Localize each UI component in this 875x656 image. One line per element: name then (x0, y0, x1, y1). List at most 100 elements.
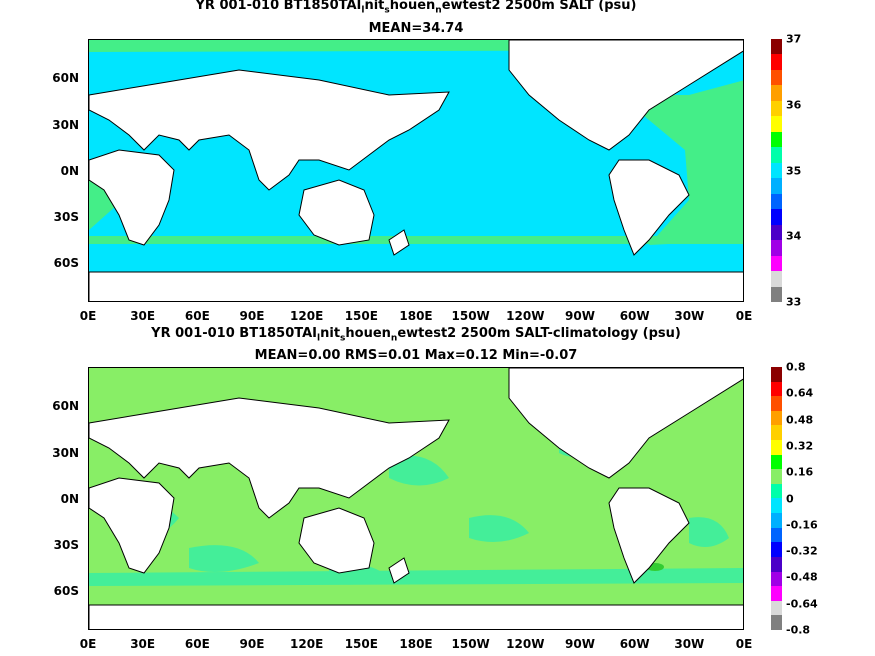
colorbar-swatch (771, 131, 782, 148)
lon-label: 30W (674, 637, 705, 651)
colorbar-label: 0.64 (786, 386, 814, 400)
anomaly-patch (189, 545, 259, 572)
lon-label: 180E (399, 637, 433, 651)
colorbar-swatch (771, 527, 782, 543)
continents (89, 368, 743, 629)
antarctica (89, 604, 743, 629)
lon-label: 30E (130, 309, 156, 323)
africa (89, 477, 175, 574)
panel2-colorbar (771, 367, 782, 630)
colorbar-swatch (771, 147, 782, 163)
colorbar-label: 0 (786, 492, 794, 505)
north-america (508, 40, 743, 151)
p1-lat-label: 30N (52, 118, 79, 132)
lon-label: 120W (506, 637, 545, 651)
anomaly-patch (689, 517, 729, 547)
colorbar-swatch (771, 513, 782, 528)
p2-lat-label: 30S (53, 538, 79, 552)
colorbar-swatch (771, 425, 782, 441)
new-zealand (388, 229, 410, 256)
lon-label: 0E (79, 637, 97, 651)
panel1-map (88, 39, 744, 302)
colorbar-swatch (771, 162, 782, 179)
lon-label: 60E (184, 637, 210, 651)
colorbar-label: 0.16 (786, 465, 814, 479)
colorbar-swatch (771, 396, 782, 411)
colorbar-swatch (771, 542, 782, 557)
lon-label: 90E (239, 309, 265, 323)
colorbar-swatch (771, 224, 782, 241)
colorbar-label: 37 (786, 32, 802, 46)
panel1-colorbar (771, 39, 782, 302)
colorbar-swatch (771, 615, 782, 630)
australia (298, 507, 375, 574)
colorbar-label: -0.48 (786, 570, 818, 584)
atlantic-high-salt (619, 80, 743, 245)
colorbar-swatch (771, 116, 782, 132)
colorbar-label: -0.32 (786, 544, 818, 558)
colorbar-swatch (771, 600, 782, 616)
colorbar-label: 35 (786, 164, 802, 177)
antarctica (89, 271, 743, 301)
anomaly-patch (89, 568, 743, 586)
colorbar-label: 0.8 (786, 360, 806, 374)
lon-label: 90E (239, 637, 265, 651)
lon-label: 60W (619, 309, 650, 323)
eurasia (89, 397, 450, 519)
north-america (508, 368, 743, 479)
colorbar-swatch (771, 586, 782, 601)
panel2-map-svg (89, 368, 743, 629)
colorbar-swatch (771, 381, 782, 397)
lon-label: 30W (674, 309, 705, 323)
colorbar-swatch (771, 85, 782, 101)
p2-lat-label: 60S (53, 584, 79, 598)
eurasia (89, 69, 450, 191)
lon-label: 0E (735, 309, 753, 323)
colorbar-swatch (771, 209, 782, 225)
p2-lat-label: 60N (52, 399, 79, 413)
colorbar-label: 0.48 (786, 413, 814, 427)
p1-lat-label: 30S (53, 210, 79, 224)
colorbar-swatch (771, 469, 782, 484)
colorbar-swatch (771, 39, 782, 55)
lon-label: 90W (565, 309, 595, 323)
colorbar-swatch (771, 54, 782, 70)
p1-lat-label: 0N (60, 164, 79, 178)
colorbar-swatch (771, 193, 782, 210)
lon-label: 0E (79, 309, 97, 323)
colorbar-swatch (771, 178, 782, 194)
p1-lat-label: 60S (53, 256, 79, 270)
lon-label: 90W (565, 637, 595, 651)
lon-label: 180E (399, 309, 433, 323)
colorbar-swatch (771, 410, 782, 426)
new-zealand (388, 557, 410, 584)
lon-label: 150W (451, 637, 490, 651)
lon-label: 150W (451, 309, 490, 323)
colorbar-swatch (771, 498, 782, 514)
colorbar-label: 34 (786, 229, 802, 243)
colorbar-swatch (771, 69, 782, 86)
lon-label: 30E (130, 637, 156, 651)
colorbar-swatch (771, 367, 782, 382)
panel2-map (88, 367, 744, 630)
africa (89, 149, 175, 246)
colorbar-label: -0.16 (786, 518, 818, 532)
panel1-title: YR 001-010 BT1850TAIlnitshouennewtest2 2… (195, 0, 637, 16)
colorbar-swatch (771, 286, 782, 302)
colorbar-swatch (771, 100, 782, 117)
lon-label: 150E (344, 637, 378, 651)
colorbar-swatch (771, 255, 782, 272)
colorbar-swatch (771, 271, 782, 287)
p2-lat-label: 30N (52, 446, 79, 460)
colorbar-swatch (771, 440, 782, 455)
colorbar-swatch (771, 483, 782, 499)
colorbar-label: -0.64 (786, 597, 818, 611)
p1-lat-label: 60N (52, 71, 79, 85)
colorbar-swatch (771, 571, 782, 587)
colorbar-label: 33 (786, 295, 802, 309)
lon-label: 120W (506, 309, 545, 323)
south-america (608, 487, 690, 584)
colorbar-label: 36 (786, 98, 802, 112)
lon-label: 0E (735, 637, 753, 651)
panel2-stats: MEAN=0.00 RMS=0.01 Max=0.12 Min=-0.07 (254, 348, 578, 363)
